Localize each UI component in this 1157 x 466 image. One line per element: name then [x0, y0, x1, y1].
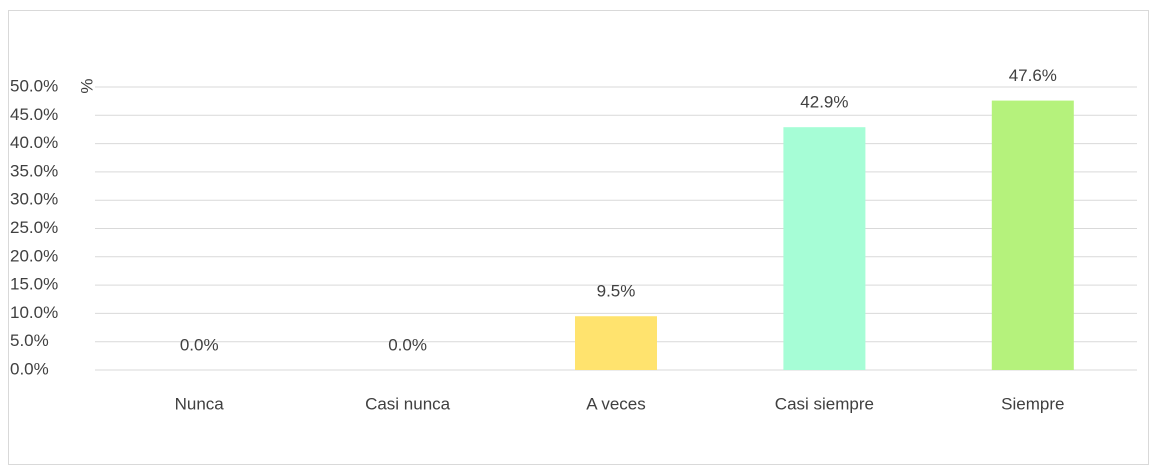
y-tick-label: 30.0%	[10, 190, 58, 209]
y-tick-label: 0.0%	[10, 359, 49, 378]
bar	[575, 316, 657, 370]
y-tick-label: 50.0%	[10, 76, 58, 95]
y-tick-label: 20.0%	[10, 246, 58, 265]
y-tick-label: 25.0%	[10, 218, 58, 237]
y-axis-label: %	[77, 78, 96, 93]
chart-border	[8, 10, 1149, 465]
x-tick-label: Nunca	[175, 394, 225, 413]
value-label: 9.5%	[597, 282, 636, 301]
y-tick-label: 45.0%	[10, 105, 58, 124]
value-label: 42.9%	[800, 93, 848, 112]
value-label: 47.6%	[1009, 66, 1057, 85]
x-tick-label: Casi nunca	[365, 394, 451, 413]
x-tick-label: Siempre	[1001, 394, 1064, 413]
y-tick-label: 5.0%	[10, 331, 49, 350]
x-tick-label: Casi siempre	[775, 394, 874, 413]
y-tick-label: 40.0%	[10, 133, 58, 152]
value-label: 0.0%	[180, 335, 219, 354]
y-tick-label: 10.0%	[10, 303, 58, 322]
value-label: 0.0%	[388, 335, 427, 354]
bar	[991, 100, 1074, 371]
bar	[783, 127, 866, 370]
y-tick-label: 15.0%	[10, 275, 58, 294]
x-tick-label: A veces	[586, 394, 646, 413]
y-tick-label: 35.0%	[10, 161, 58, 180]
